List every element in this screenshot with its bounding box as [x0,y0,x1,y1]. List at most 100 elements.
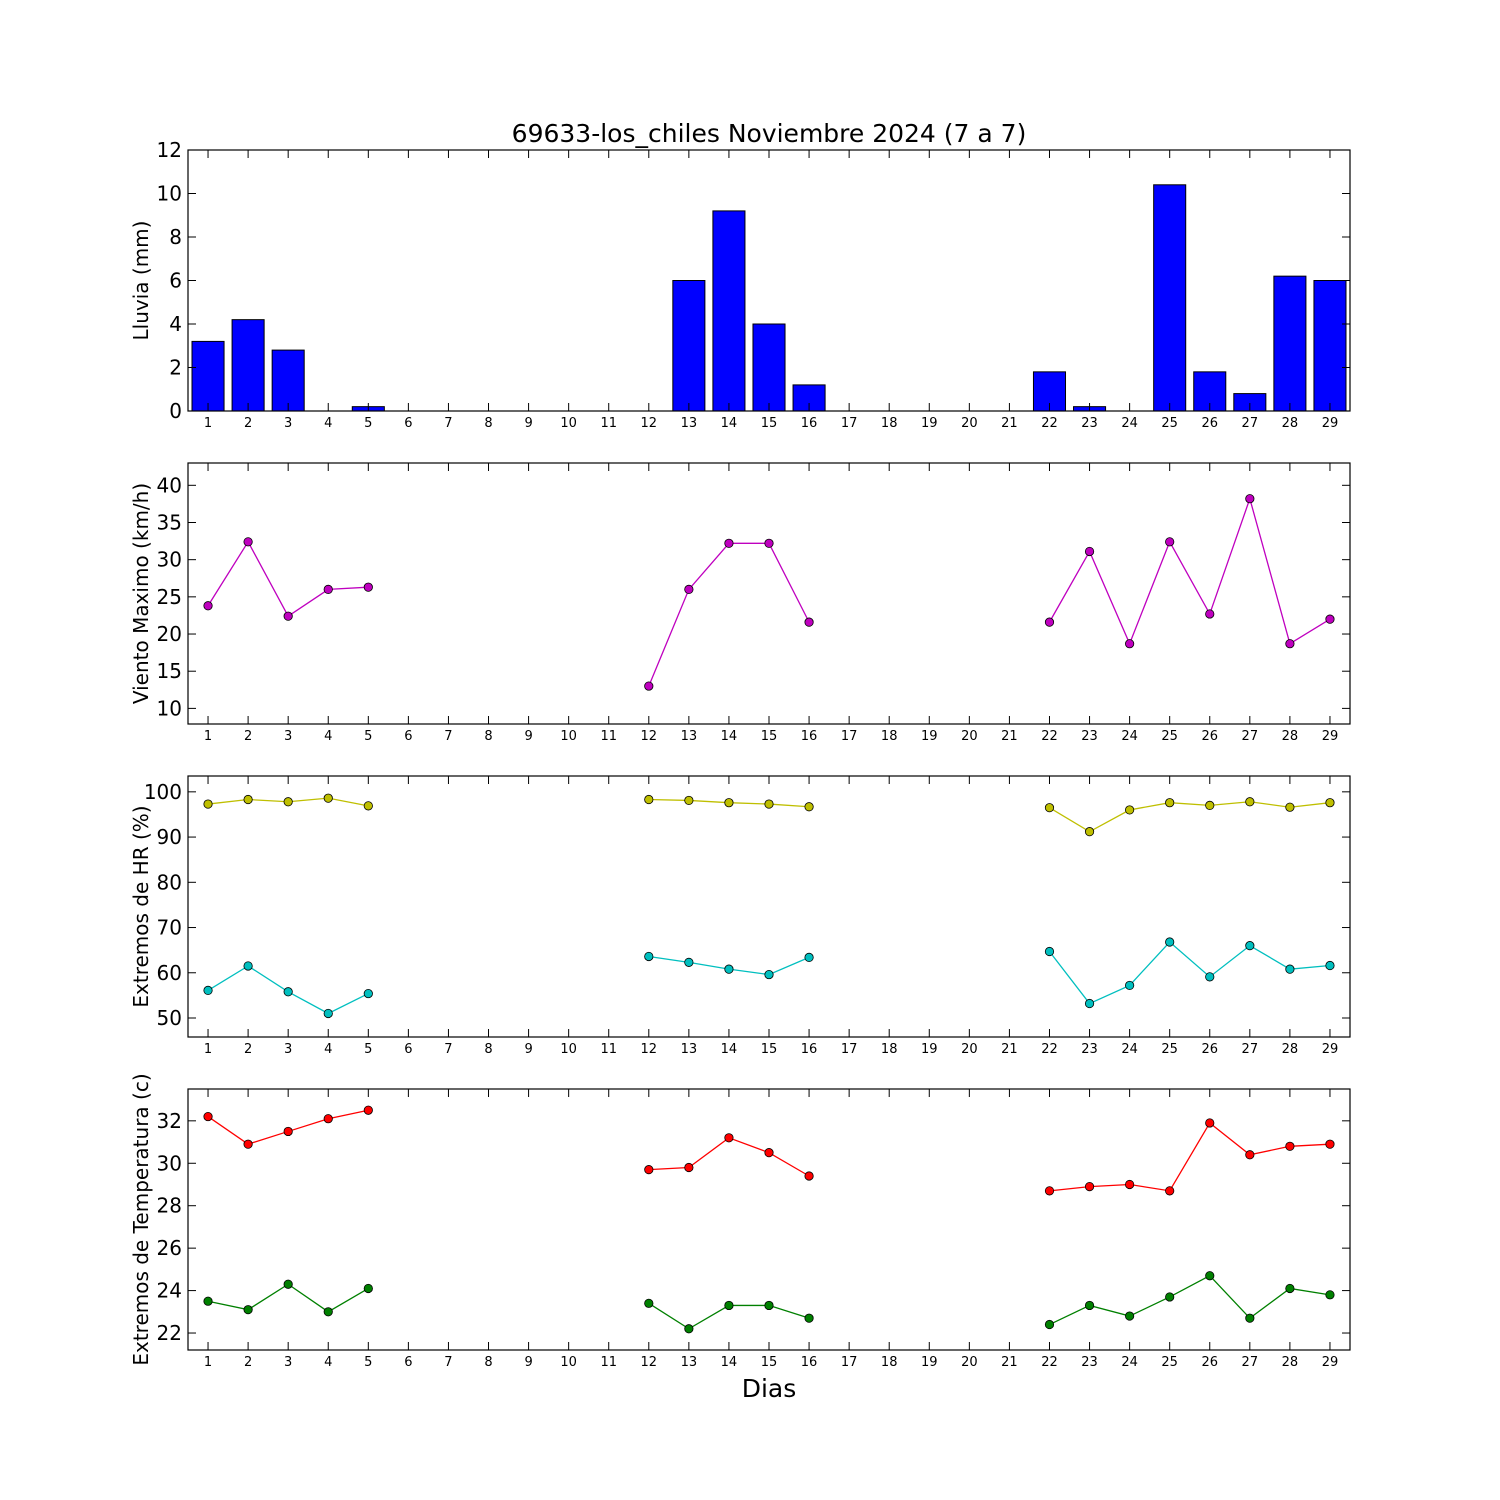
x-tick-label: 7 [444,416,452,431]
x-tick-label: 11 [600,416,617,431]
series-1-point-day-12 [644,681,654,691]
y-tick-label: 28 [157,1194,182,1218]
x-tick-label: 27 [1242,729,1259,744]
series-2-point-day-3 [283,987,293,997]
x-tick-label: 12 [641,416,658,431]
y-tick-label: 32 [157,1109,182,1133]
x-tick-label: 27 [1242,1042,1259,1057]
series-2-point-day-12 [644,951,654,962]
series-1-point-day-24 [1125,805,1135,815]
x-tick-label: 25 [1161,1355,1178,1370]
series-1-point-day-28 [1285,639,1295,649]
series-2-point-day-25 [1165,937,1175,947]
x-tick-label: 27 [1242,1355,1259,1370]
x-tick-label: 28 [1282,1355,1299,1370]
y-tick-label: 8 [169,225,182,249]
x-tick-label: 1 [204,729,212,744]
x-tick-label: 24 [1121,416,1138,431]
x-tick-label: 3 [284,1355,292,1370]
series-1-point-day-26 [1205,609,1215,619]
x-tick-label: 24 [1121,1355,1138,1370]
plot-area [203,793,1335,1019]
series-1-point-day-4 [323,793,333,803]
x-tick-label: 18 [881,729,898,744]
x-tick-label: 4 [324,416,332,431]
chart-title: 69633-los_chiles Noviembre 2024 (7 a 7) [512,119,1027,148]
x-tick-label: 6 [404,416,412,431]
x-tick-label: 2 [244,1355,252,1370]
y-tick-label: 25 [157,585,182,609]
series-1-line [207,496,1331,687]
series-1-point-day-15 [764,1148,774,1158]
x-tick-label: 5 [364,729,372,744]
x-tick-label: 21 [1001,729,1018,744]
x-tick-label: 7 [444,1042,452,1057]
x-tick-label: 6 [404,729,412,744]
series-1-point-day-1 [203,799,213,809]
series-1-point-day-22 [1044,617,1055,627]
x-tick-label: 18 [881,416,898,431]
x-tick-label: 21 [1001,1355,1018,1370]
y-axis-label: Extremos de Temperatura (c) [129,1073,153,1365]
series-1-point-day-2 [243,1139,253,1149]
y-tick-label: 60 [157,961,182,985]
series-1-point-day-25 [1165,1186,1175,1196]
y-tick-label: 30 [157,1151,182,1175]
y-axis-label: Viento Maximo (km/h) [129,483,153,704]
x-tick-label: 2 [244,416,252,431]
series-1-point-day-25 [1165,798,1175,808]
series-2-point-day-15 [764,1300,774,1311]
y-tick-label: 22 [157,1321,182,1345]
bar-day-2 [231,319,265,411]
x-tick-label: 4 [324,1355,332,1370]
series-2-point-day-23 [1084,1300,1095,1311]
y-tick-label: 12 [157,138,182,162]
series-1-point-day-29 [1325,614,1335,624]
series-1-point-day-12 [644,1165,654,1175]
x-tick-label: 21 [1001,1042,1018,1057]
x-tick-label: 16 [801,729,818,744]
series-1-point-day-26 [1205,1118,1215,1128]
series-2-point-day-22 [1044,1319,1055,1330]
series-1-point-day-28 [1285,802,1295,812]
x-tick-label: 4 [324,729,332,744]
series-1-point-day-12 [644,794,654,805]
series-2-point-day-2 [243,1305,253,1315]
series-1-point-day-3 [283,1126,293,1137]
series-2-point-day-16 [804,1313,814,1323]
bar-day-14 [712,210,746,411]
series-1-point-day-27 [1245,494,1255,504]
x-tick-label: 5 [364,1355,372,1370]
x-tick-label: 23 [1081,729,1098,744]
x-tick-label: 16 [801,416,818,431]
x-tick-label: 27 [1242,416,1259,431]
bar-day-16 [792,384,826,411]
series-2-point-day-23 [1084,998,1095,1009]
series-1-point-day-13 [684,795,694,806]
x-tick-label: 28 [1282,416,1299,431]
x-tick-label: 9 [524,1042,532,1057]
x-tick-label: 23 [1081,1355,1098,1370]
x-tick-label: 17 [841,1042,858,1057]
x-tick-label: 13 [681,1355,698,1370]
x-tick-label: 12 [641,1355,658,1370]
series-1-point-day-5 [363,1105,373,1115]
series-2-point-day-29 [1325,1290,1335,1300]
plot-frame [187,462,1351,725]
y-tick-label: 35 [157,510,182,534]
series-2-point-day-3 [283,1279,293,1289]
series-1-point-day-1 [203,1111,213,1122]
x-tick-label: 13 [681,729,698,744]
series-1-point-day-29 [1325,798,1335,808]
series-2-point-day-27 [1245,941,1255,951]
x-tick-label: 9 [524,729,532,744]
series-1-point-day-26 [1205,800,1215,811]
x-tick-label: 24 [1121,1042,1138,1057]
x-tick-label: 20 [961,416,978,431]
x-tick-label: 17 [841,416,858,431]
x-tick-label: 26 [1201,416,1218,431]
series-2-point-day-1 [203,985,213,996]
x-tick-label: 5 [364,1042,372,1057]
y-tick-label: 15 [157,659,182,683]
